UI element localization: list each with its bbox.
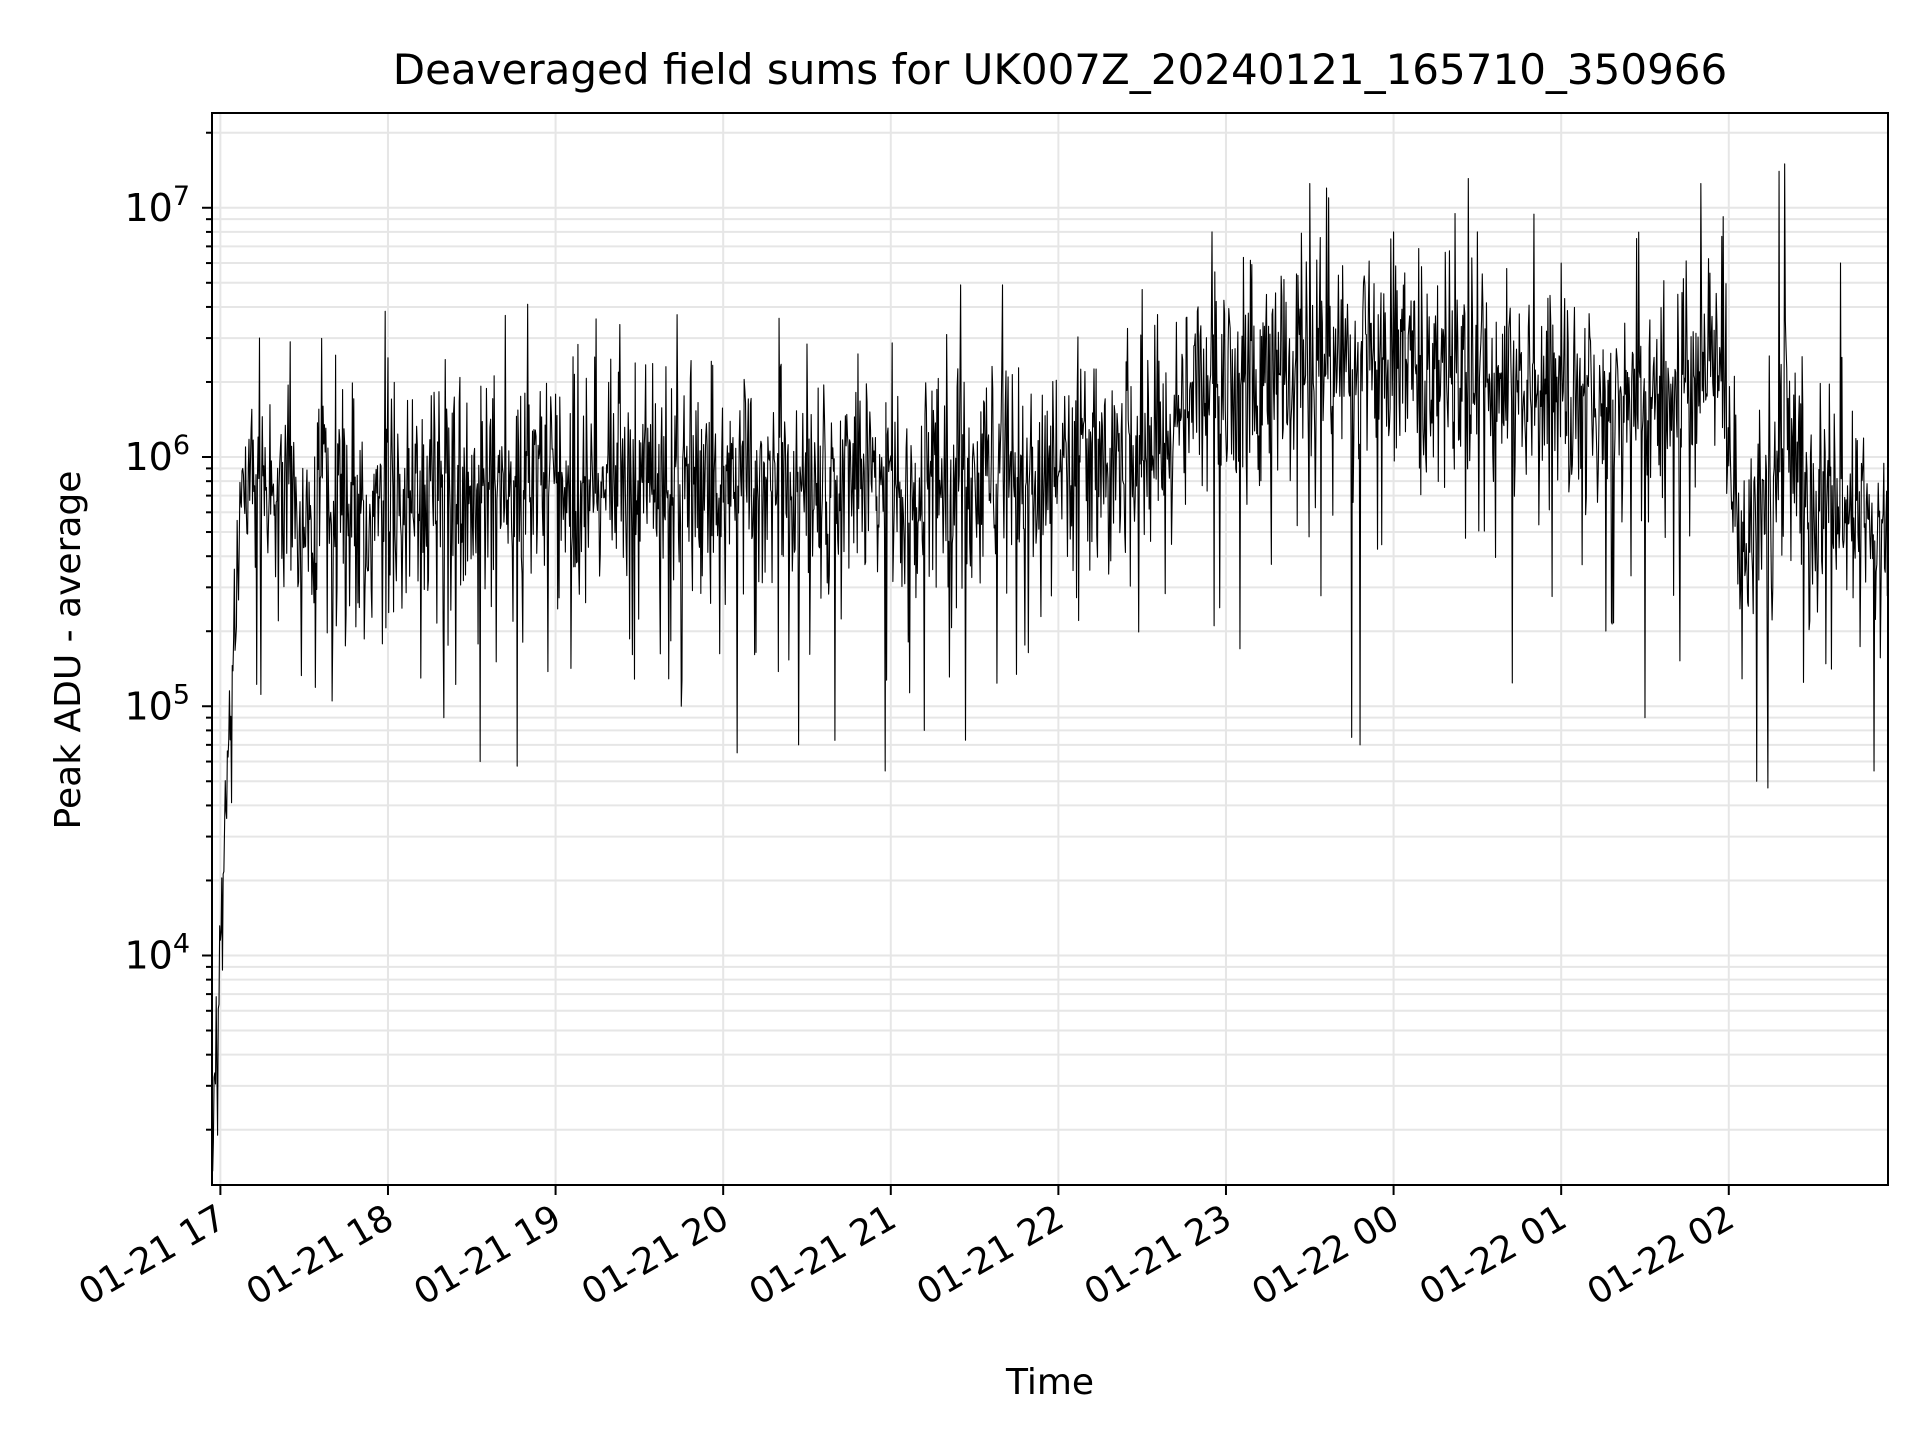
y-tick-label-base: 10 [124,933,172,977]
y-tick-label-exponent: 6 [173,430,190,461]
y-tick-label-base: 10 [124,684,172,728]
y-axis-label: Peak ADU - average [48,471,89,830]
series-line [211,163,1889,1172]
y-tick-label-base: 10 [124,435,172,479]
y-tick-label-exponent: 5 [173,679,190,710]
y-tick-label: 105 [124,679,190,728]
plot-frame [211,112,1889,1186]
x-axis-label: Time [1005,1362,1094,1403]
y-tick-label-base: 10 [124,186,172,230]
data-line-layer [211,163,1889,1172]
y-tick-label-exponent: 7 [173,181,190,212]
y-tick-label: 106 [124,430,190,479]
chart-title: Deaveraged field sums for UK007Z_2024012… [393,45,1728,94]
y-tick-label: 104 [124,928,190,977]
y-tick-label-exponent: 4 [173,928,190,959]
y-tick-label: 107 [124,181,190,230]
